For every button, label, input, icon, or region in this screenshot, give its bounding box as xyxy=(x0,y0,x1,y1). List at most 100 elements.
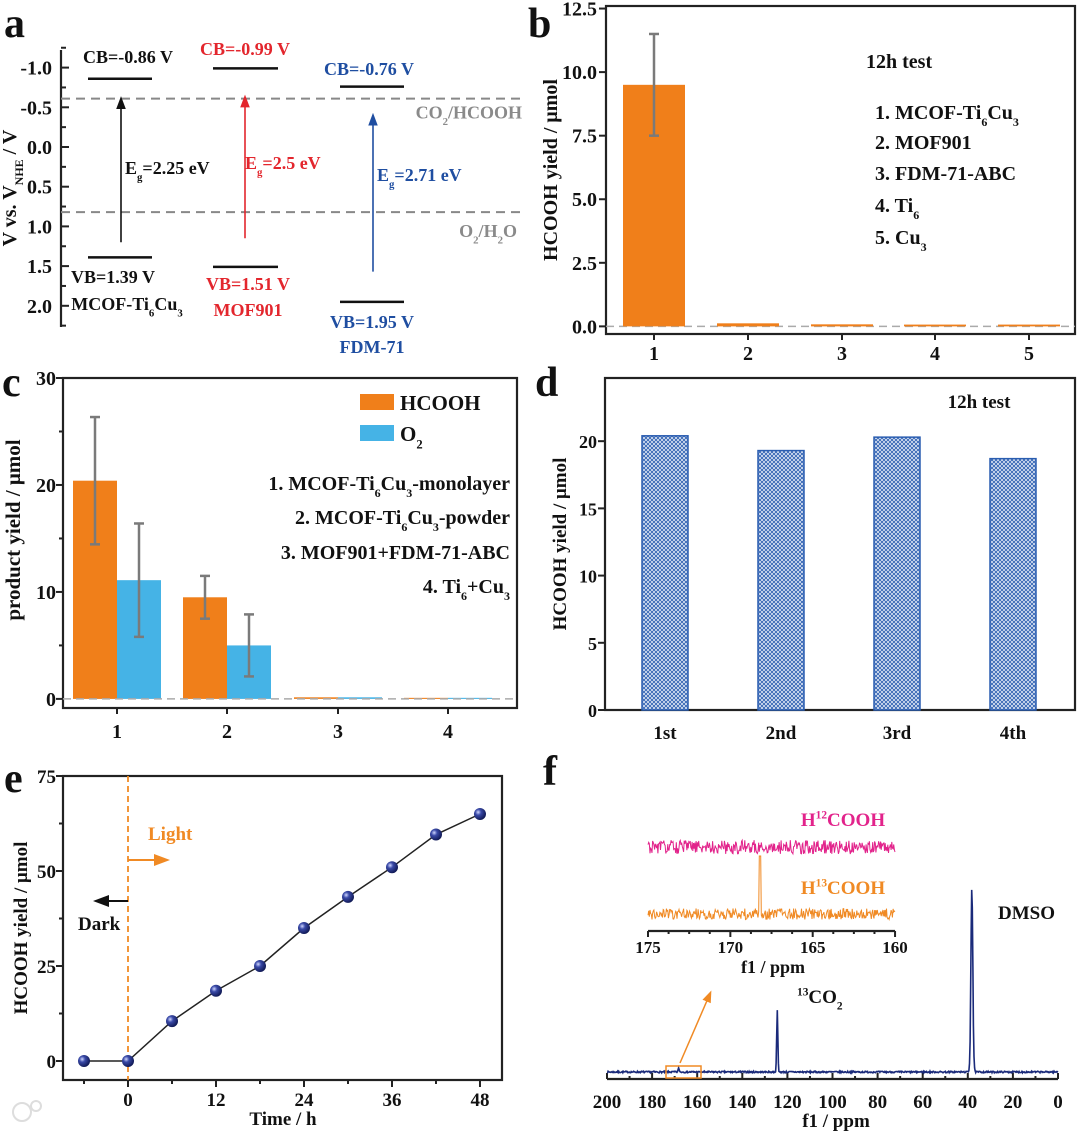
x-tick-label: 4 xyxy=(930,343,940,365)
watermark-logo xyxy=(12,1100,42,1122)
inset-trace-h12cooh xyxy=(647,838,896,856)
plot-frame xyxy=(604,4,1077,336)
legend-swatch xyxy=(360,394,394,410)
bandgap-label: Eg=2.71 eV xyxy=(377,165,462,190)
x-tick-label: 48 xyxy=(470,1090,489,1111)
legend-item: 3. FDM-71-ABC xyxy=(875,163,1016,185)
y-tick-label: 0 xyxy=(46,689,56,711)
legend-label: O2 xyxy=(400,422,423,451)
panel-a-band-diagram: a -1.0 -0.5 0.0 0.5 1.0 1.5 2.0 V vs. VNHE / V CO… xyxy=(0,1,525,357)
inset-x-axis-title: f1 / ppm xyxy=(741,957,805,977)
zoom-pointer-arrow xyxy=(679,990,712,1064)
x-tick-label: 3 xyxy=(837,343,847,365)
y-axis-title: HCOOH yield / μmol xyxy=(540,79,562,261)
y-tick-label: 1.0 xyxy=(27,216,52,238)
zoom-region-box xyxy=(665,1065,702,1079)
vb-label: VB=1.95 V xyxy=(330,312,414,332)
y-axis-title: HCOOH yield / μmol xyxy=(550,458,571,631)
legend-item: 1. MCOF-Ti6Cu3 xyxy=(875,102,1019,129)
x-tick-label: 36 xyxy=(382,1090,401,1111)
plot-frame xyxy=(603,376,1077,712)
bar xyxy=(717,323,779,327)
annotation: 12h test xyxy=(866,51,932,73)
cb-label: CB=-0.86 V xyxy=(83,47,173,67)
plot-frame xyxy=(61,376,519,710)
y-tick-label: 75 xyxy=(37,767,56,788)
y-tick-label: 0 xyxy=(588,701,597,721)
y-axis-title: HCOOH yield / μmol xyxy=(11,842,32,1015)
dark-label: Dark xyxy=(78,914,121,935)
data-point xyxy=(385,861,398,874)
bar xyxy=(904,324,966,327)
x-tick-label: 4 xyxy=(443,721,453,743)
x-tick-label: 60 xyxy=(913,1092,932,1113)
y-tick-label: 0.5 xyxy=(27,177,52,199)
y-tick-label: 10.0 xyxy=(562,62,597,84)
panel-letter: b xyxy=(528,1,551,47)
y-tick-label: 0.0 xyxy=(572,316,597,338)
data-point xyxy=(78,1055,91,1067)
data-point xyxy=(253,960,266,972)
light-label: Light xyxy=(148,824,193,845)
peak-label-13co2: 13CO2 xyxy=(797,986,843,1012)
x-tick-label: 1 xyxy=(112,721,122,743)
y-tick-label: 7.5 xyxy=(572,126,597,148)
cb-label: CB=-0.99 V xyxy=(200,39,290,59)
x-tick-label: 2 xyxy=(743,343,753,365)
bar xyxy=(998,324,1060,327)
material-name: MCOF-Ti6Cu3 xyxy=(71,294,183,319)
sample-list-item: 1. MCOF-Ti6Cu3-monolayer xyxy=(268,473,510,500)
bar xyxy=(873,436,921,711)
panel-d-cycle-bar-chart: d 0 5 10 15 20 1st 2nd 3rd 4th HCOOH yield / μmol 1… xyxy=(535,360,1077,744)
panel-letter: c xyxy=(2,360,21,406)
nmr-spectrum-line xyxy=(606,889,1059,1075)
cb-label: CB=-0.76 V xyxy=(324,59,414,79)
inset-x-tick-label: 160 xyxy=(882,938,908,957)
x-tick-label: 1 xyxy=(649,343,659,365)
x-tick-label: 0 xyxy=(123,1090,133,1111)
inset-x-tick-label: 175 xyxy=(635,938,661,957)
data-point xyxy=(209,984,222,997)
x-tick-label: 4th xyxy=(1000,723,1027,744)
y-tick-label: 0.0 xyxy=(27,137,52,159)
x-tick-label: 12 xyxy=(206,1090,225,1111)
inset-series-label: H12COOH xyxy=(801,809,885,831)
y-tick-label: -1.0 xyxy=(20,58,52,80)
panel-c-grouped-bar-chart: c 0 10 20 30 1 2 3 4 product yield / μmol HCOOH O2 1… xyxy=(1,360,519,743)
x-tick-label: 80 xyxy=(868,1092,887,1113)
x-tick-label: 20 xyxy=(1003,1092,1022,1113)
y-tick-label: 1.5 xyxy=(27,256,52,278)
inset-x-tick-label: 165 xyxy=(800,938,826,957)
legend-swatch xyxy=(360,425,394,441)
peak-label-dmso: DMSO xyxy=(998,903,1055,924)
x-tick-label: 180 xyxy=(638,1092,667,1113)
x-tick-label: 2nd xyxy=(766,723,797,744)
y-tick-label: 30 xyxy=(36,368,56,390)
x-tick-label: 140 xyxy=(728,1092,757,1113)
panel-e-time-course-chart: e 0 25 50 75 0 12 24 36 48 Time / h HCOOH yield / μ… xyxy=(4,756,504,1130)
reference-line-label: O2/H2O xyxy=(459,221,517,246)
panel-letter: d xyxy=(535,360,558,406)
inset-trace-h13cooh xyxy=(647,855,896,921)
data-point xyxy=(122,1055,134,1067)
x-tick-label: 3 xyxy=(333,721,343,743)
x-tick-label: 40 xyxy=(958,1092,977,1113)
inset-x-tick-label: 170 xyxy=(718,938,744,957)
legend-item: 4. Ti6 xyxy=(875,195,919,222)
x-tick-label: 3rd xyxy=(883,723,912,744)
bar-hcooh xyxy=(294,697,338,699)
y-tick-label: 25 xyxy=(37,957,56,978)
y-axis-title: product yield / μmol xyxy=(1,439,25,620)
sample-list-item: 2. MCOF-Ti6Cu3-powder xyxy=(295,507,510,534)
y-tick-label: 20 xyxy=(579,432,597,452)
x-tick-label: 24 xyxy=(294,1090,314,1111)
bandgap-label: Eg=2.25 eV xyxy=(125,158,210,183)
y-axis-title: V vs. VNHE / V xyxy=(0,129,26,246)
data-point xyxy=(429,828,442,841)
panel-letter: f xyxy=(543,749,558,795)
y-tick-label: 5 xyxy=(588,634,597,654)
panel-letter: a xyxy=(4,1,25,47)
data-line xyxy=(84,813,481,1062)
